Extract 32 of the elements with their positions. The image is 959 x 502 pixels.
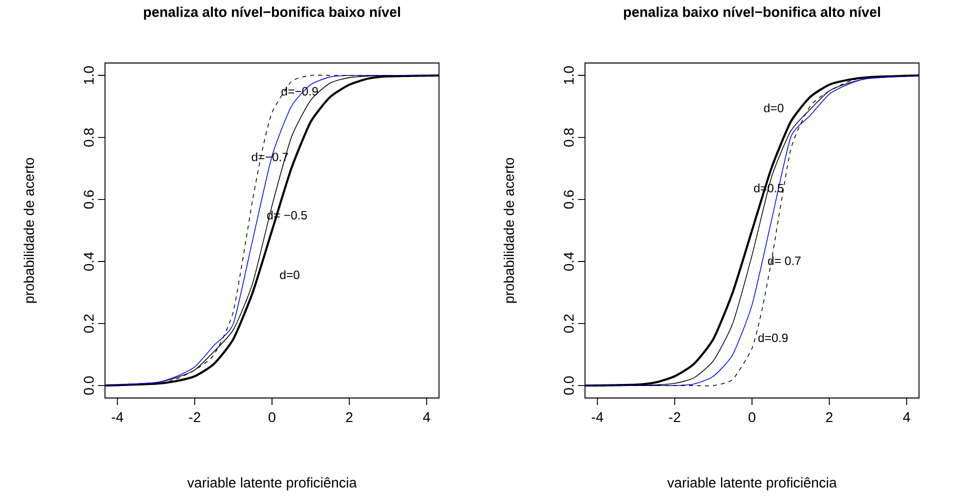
y-tick-label: 0.0 (564, 376, 574, 395)
x-tick-label: 0 (268, 412, 276, 422)
y-tick-label: 0.6 (564, 190, 574, 209)
y-tick-label: 0.4 (84, 252, 94, 271)
y-axis-title: probabilidade de acerto (504, 158, 517, 303)
y-tick-label: 0.2 (84, 314, 94, 333)
y-tick-label: 1.0 (84, 66, 94, 84)
y-tick-label: 0.6 (84, 190, 94, 209)
chart-title: penaliza baixo nível−bonifica alto nível (624, 6, 880, 20)
annotation: d=0.9 (758, 333, 788, 342)
x-tick-label: -4 (112, 412, 124, 422)
y-tick-label: 0.8 (84, 128, 94, 147)
y-tick-label: 0.0 (84, 376, 94, 395)
y-tick-label: 1.0 (564, 66, 574, 84)
x-axis-title: variable latente proficiência (187, 477, 357, 490)
x-tick-label: -2 (669, 412, 680, 422)
y-tick-label: 0.8 (564, 128, 574, 147)
x-tick-label: 4 (903, 412, 910, 422)
x-tick-label: 2 (826, 412, 832, 422)
y-tick-label: 0.2 (564, 314, 574, 333)
y-axis-title: probabilidade de acerto (24, 158, 37, 303)
x-tick-label: 0 (748, 412, 756, 422)
x-tick-label: 2 (346, 412, 352, 422)
chart-title: penaliza alto nível−bonifica baixo nível (144, 6, 400, 20)
annotation: d=0 (280, 270, 300, 280)
x-tick-label: -4 (592, 412, 604, 422)
x-tick-label: -2 (189, 412, 200, 422)
x-axis-title: variable latente proficiência (667, 477, 837, 490)
annotation: d= 0.7 (768, 256, 801, 266)
x-tick-label: 4 (423, 412, 430, 422)
annotation: d=0 (764, 103, 784, 112)
y-tick-label: 0.4 (564, 252, 574, 271)
